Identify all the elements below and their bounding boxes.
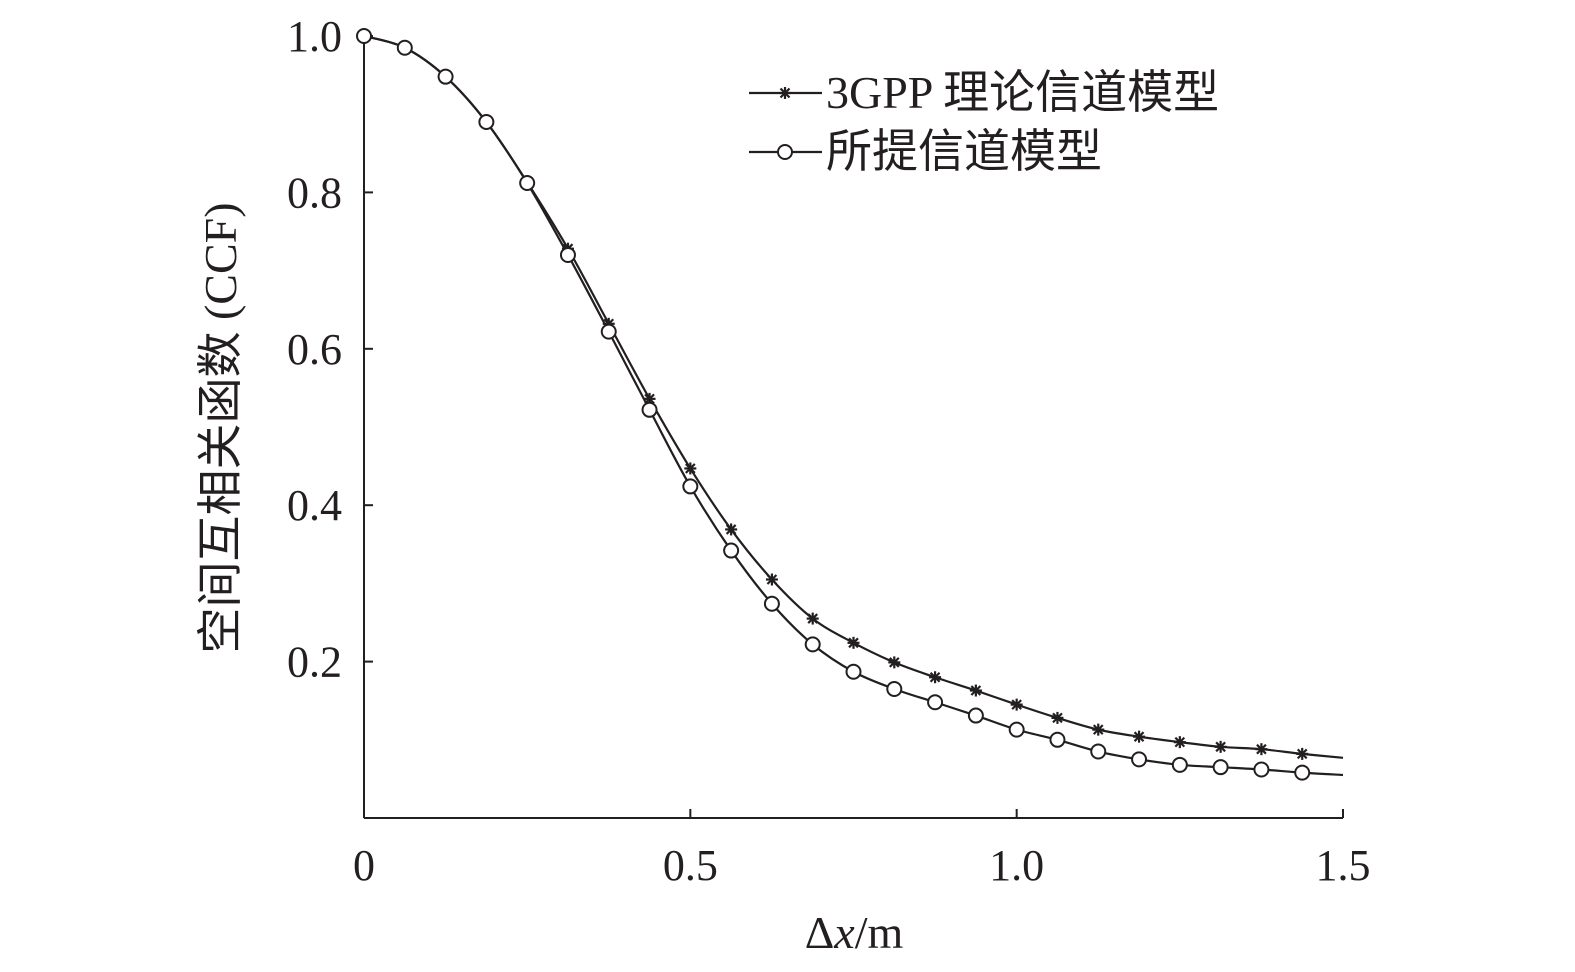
data-point-star	[684, 462, 697, 475]
x-tick-label: 0	[353, 841, 375, 890]
data-point-circle	[1008, 721, 1025, 738]
axes	[363, 36, 1343, 819]
legend-circle-icon	[777, 144, 793, 160]
data-point-circle	[437, 68, 454, 85]
data-point-circle	[845, 663, 862, 680]
data-point-star	[1010, 698, 1023, 711]
data-point-circle	[723, 542, 740, 559]
data-point-star	[1092, 723, 1105, 736]
data-point-circle	[1294, 764, 1311, 781]
data-point-star	[969, 684, 982, 697]
x-tick-label: 0.5	[663, 841, 718, 890]
data-point-circle	[1171, 756, 1188, 773]
data-point-circle	[600, 323, 617, 340]
y-tick-label: 1.0	[287, 12, 342, 61]
y-axis-title: 空间互相关函数 (CCF)	[195, 202, 246, 653]
data-point-circle	[682, 478, 699, 495]
x-axis-title-symbol: Δ	[805, 907, 835, 958]
data-point-circle	[886, 680, 903, 697]
y-tick-label: 0.2	[287, 638, 342, 687]
data-point-circle	[1049, 731, 1066, 748]
data-point-star	[806, 612, 819, 625]
x-axis-title-unit: /m	[855, 907, 904, 958]
x-axis-title: Δx/m	[805, 907, 904, 958]
legend-star-icon	[779, 87, 791, 99]
data-point-circle	[356, 28, 372, 44]
data-point-circle	[519, 175, 536, 192]
data-point-star	[929, 671, 942, 684]
data-point-circle	[641, 401, 658, 418]
data-point-circle	[1131, 751, 1148, 768]
x-axis-title-var: x	[833, 907, 855, 958]
data-point-circle	[967, 707, 984, 724]
data-point-star	[1296, 747, 1309, 760]
data-point-star	[847, 636, 860, 649]
data-point-star	[1173, 736, 1186, 749]
legend-label-3gpp: 3GPP 理论信道模型	[826, 67, 1219, 118]
data-point-circle	[396, 39, 413, 56]
data-point-star	[888, 656, 901, 669]
data-point-circle	[1253, 761, 1270, 778]
data-point-star	[725, 523, 738, 536]
y-tick-label: 0.8	[287, 168, 342, 217]
ticks: 0 0.5 1.0 1.5 0.2 0.4 0.6 0.8 1.0	[287, 12, 1371, 890]
legend: 3GPP 理论信道模型 所提信道模型	[749, 67, 1219, 177]
y-tick-label: 0.6	[287, 325, 342, 374]
legend-label-proposed: 所提信道模型	[826, 126, 1102, 177]
data-point-circle	[763, 595, 780, 612]
data-point-star	[1133, 730, 1146, 743]
data-point-circle	[559, 246, 576, 263]
data-point-circle	[478, 114, 495, 131]
x-tick-label: 1.5	[1316, 841, 1371, 890]
y-tick-label: 0.4	[287, 481, 342, 530]
data-point-circle	[1212, 759, 1229, 776]
data-point-star	[1255, 743, 1268, 756]
data-point-circle	[927, 694, 944, 711]
x-tick-label: 1.0	[989, 841, 1044, 890]
data-point-star	[765, 573, 778, 586]
data-point-circle	[804, 636, 821, 653]
data-point-star	[1214, 740, 1227, 753]
data-point-star	[1051, 711, 1064, 724]
series-layer	[356, 28, 1344, 781]
data-point-circle	[1090, 743, 1107, 760]
